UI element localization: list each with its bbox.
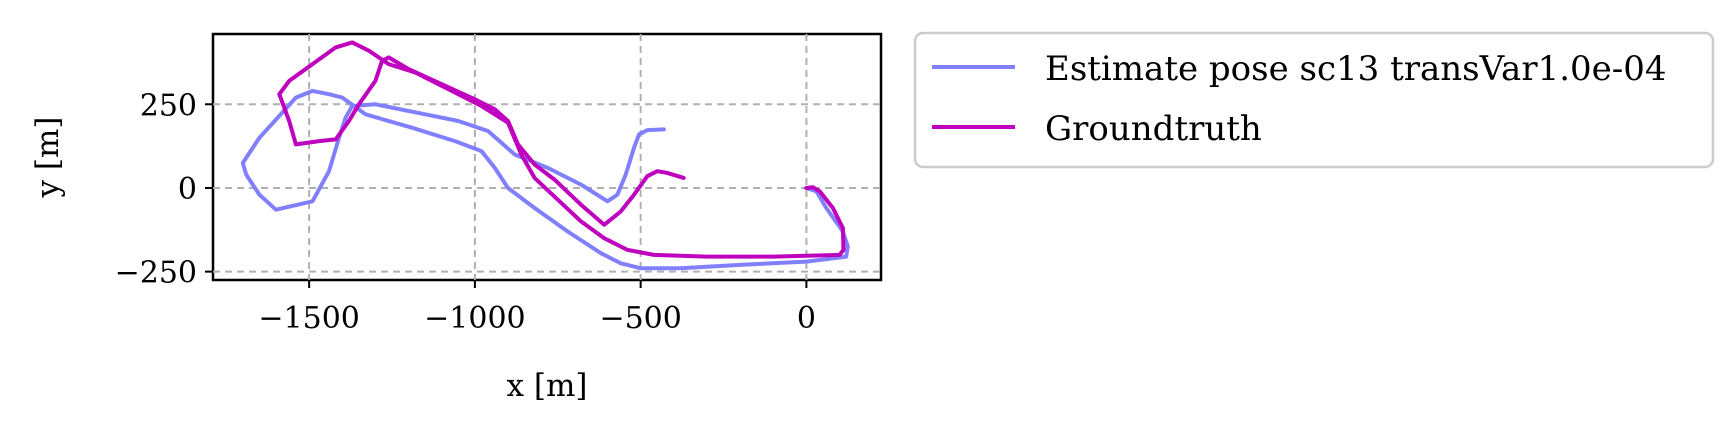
plot-area: −1500 −1000 −500 0 −250 0 250	[115, 32, 883, 336]
x-axis-label: x [m]	[507, 368, 588, 404]
grid	[213, 34, 881, 280]
x-tick-label: −1000	[424, 301, 525, 336]
y-tick-label: 0	[178, 172, 197, 207]
legend-entry-estimate: Estimate pose sc13 transVar1.0e-04	[1045, 49, 1667, 89]
x-tick-label: 0	[797, 301, 816, 336]
legend: Estimate pose sc13 transVar1.0e-04 Groun…	[913, 31, 1715, 169]
y-tick-label: 250	[140, 88, 197, 123]
y-tick-label: −250	[115, 256, 197, 291]
plot-frame	[211, 32, 883, 282]
series-line-groundtruth	[277, 40, 846, 259]
ticks: −1500 −1000 −500 0 −250 0 250	[115, 88, 816, 336]
legend-frame	[913, 31, 1715, 169]
series-line-estimate	[240, 88, 850, 271]
x-tick-label: −500	[599, 301, 681, 336]
y-axis-label: y [m]	[30, 117, 66, 199]
series-layer	[240, 40, 850, 271]
x-tick-label: −1500	[258, 301, 359, 336]
legend-entry-groundtruth: Groundtruth	[1045, 109, 1262, 149]
